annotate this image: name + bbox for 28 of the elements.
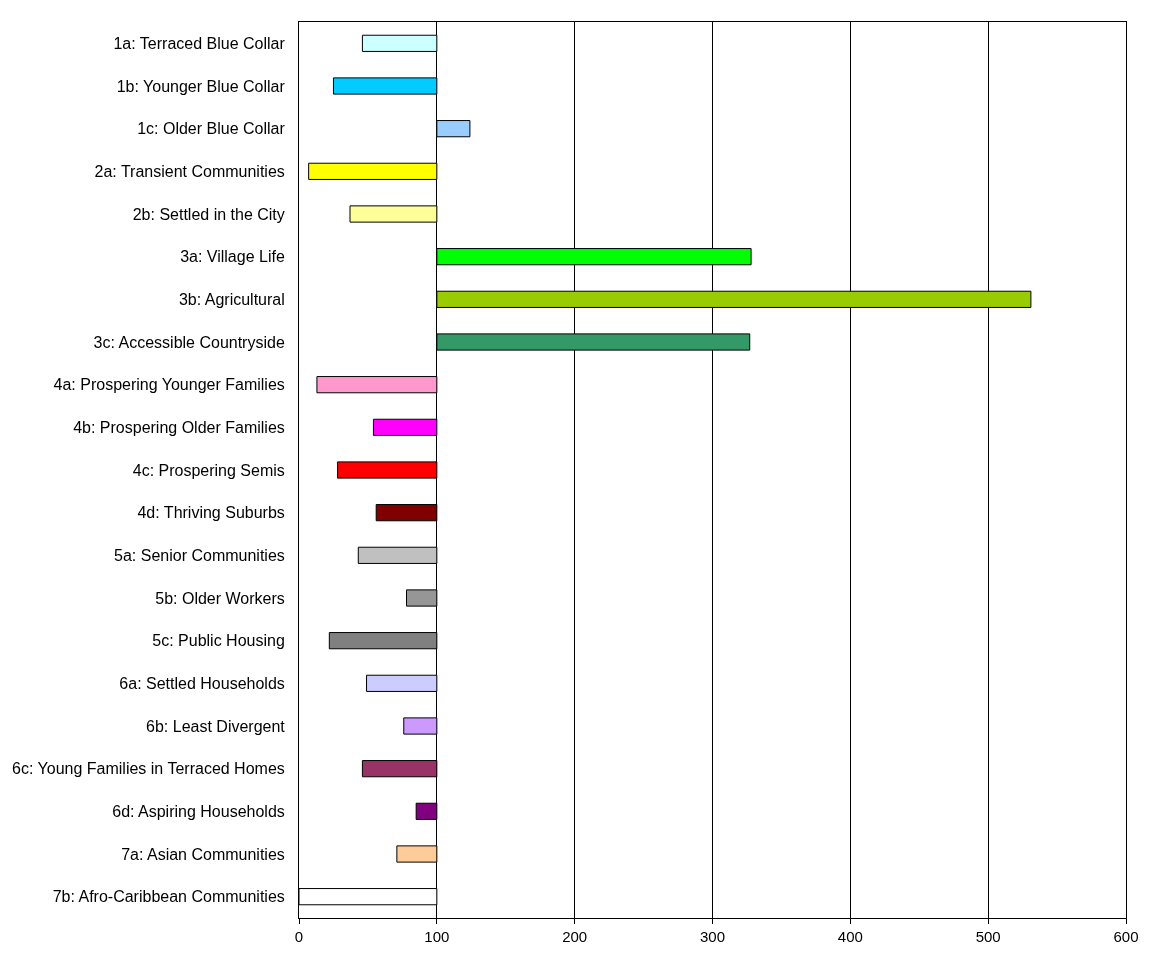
- y-tick-label: 3c: Accessible Countryside: [93, 333, 285, 351]
- y-tick-label: 6d: Aspiring Households: [112, 802, 285, 820]
- y-tick-label: 4b: Prospering Older Families: [73, 418, 285, 436]
- y-tick-label: 3a: Village Life: [180, 248, 285, 266]
- x-tick-label: 300: [699, 928, 726, 945]
- y-tick-label: 6c: Young Families in Terraced Homes: [12, 760, 285, 778]
- x-tick-label: 600: [1113, 928, 1139, 945]
- y-tick-label: 4d: Thriving Suburbs: [137, 504, 285, 522]
- y-tick-label: 2b: Settled in the City: [132, 205, 285, 223]
- y-tick-label: 4c: Prospering Semis: [132, 461, 285, 479]
- y-tick-label: 5b: Older Workers: [155, 589, 285, 607]
- x-tick-label: 0: [294, 928, 304, 945]
- y-tick-label: 5a: Senior Communities: [114, 546, 285, 564]
- y-tick-label: 2a: Transient Communities: [94, 162, 285, 180]
- y-tick-label: 3b: Agricultural: [178, 290, 285, 308]
- y-tick-label: 7a: Asian Communities: [121, 845, 285, 863]
- x-tick-label: 200: [562, 928, 588, 945]
- y-tick-label: 4a: Prospering Younger Families: [53, 376, 285, 394]
- y-tick-label: 1b: Younger Blue Collar: [116, 77, 286, 95]
- y-tick-label: 1a: Terraced Blue Collar: [113, 34, 286, 52]
- x-tick-label: 500: [975, 928, 1001, 945]
- y-tick-label: 6b: Least Divergent: [146, 717, 286, 735]
- x-tick-label: 100: [424, 928, 450, 945]
- y-tick-label: 1c: Older Blue Collar: [137, 120, 286, 138]
- y-tick-label: 5c: Public Housing: [152, 632, 285, 650]
- y-tick-label: 6a: Settled Households: [119, 674, 285, 692]
- x-tick-label: 400: [837, 928, 863, 945]
- y-tick-label: 7b: Afro-Caribbean Communities: [52, 888, 285, 906]
